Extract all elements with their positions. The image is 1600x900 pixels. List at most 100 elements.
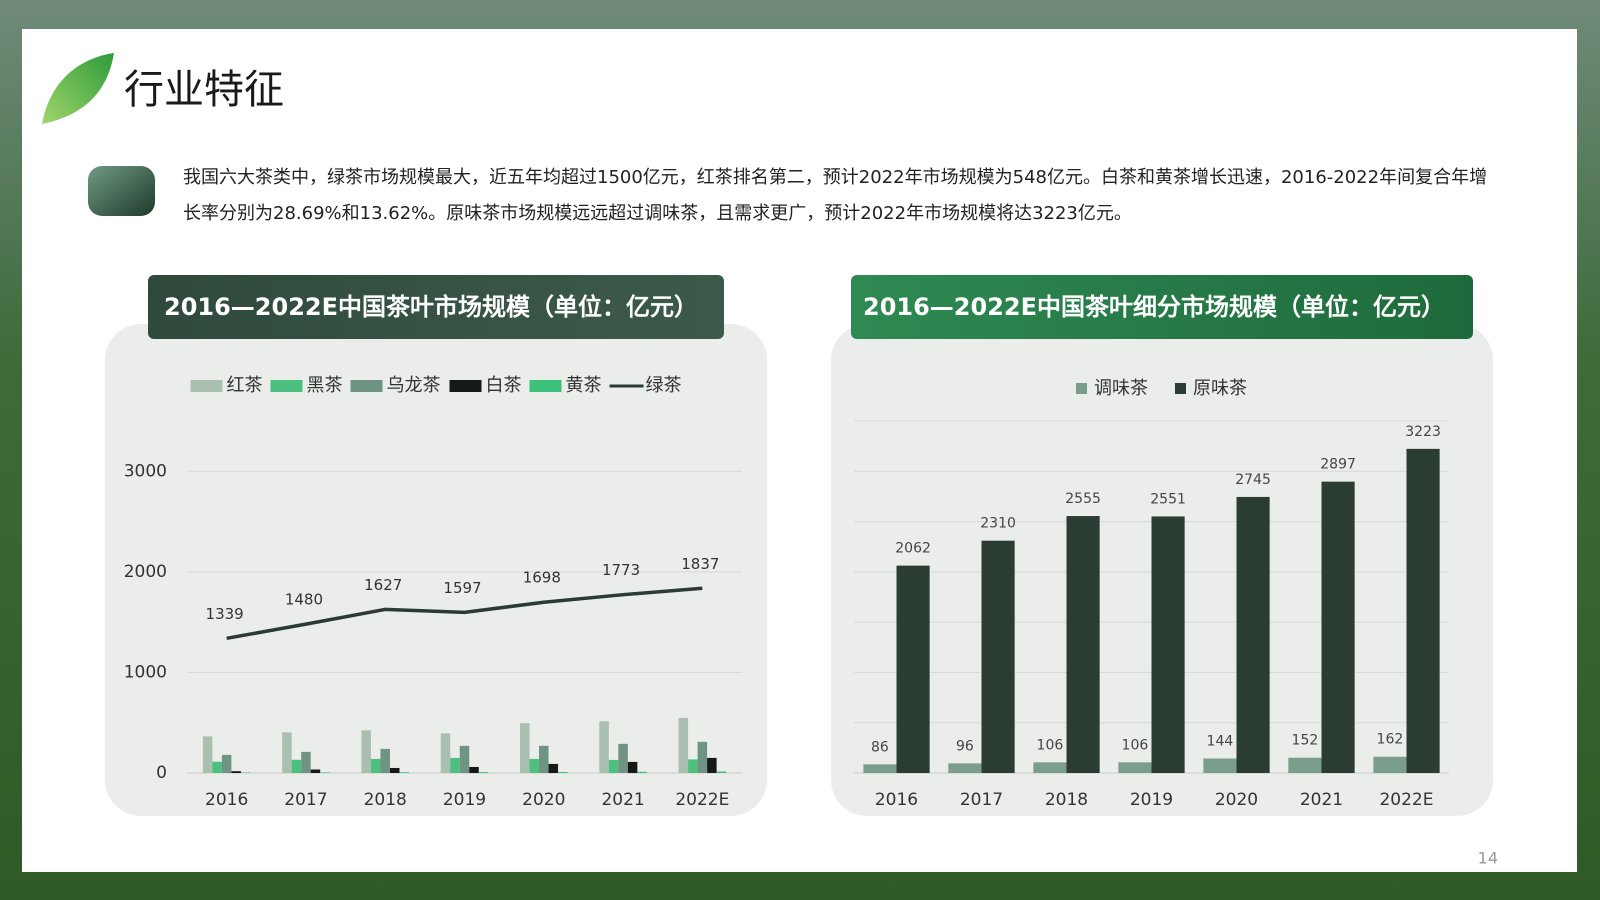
- x-tick-label: 2020: [522, 790, 565, 810]
- data-label: 152: [1292, 733, 1319, 749]
- leaf-icon: [42, 53, 114, 124]
- data-label: 1597: [443, 579, 481, 597]
- y-tick-label: 0: [156, 763, 167, 783]
- bar: [558, 771, 568, 773]
- bar: [1118, 762, 1152, 773]
- data-label: 1837: [681, 555, 719, 573]
- bar: [1033, 762, 1067, 773]
- data-label: 86: [871, 739, 889, 755]
- bar: [301, 751, 311, 773]
- legend-swatch: [529, 380, 562, 392]
- bar: [399, 772, 409, 773]
- x-tick-label: 2020: [1215, 790, 1258, 810]
- bar: [370, 758, 381, 773]
- bar: [618, 743, 628, 773]
- bar: [981, 540, 1015, 773]
- bar: [688, 759, 698, 773]
- data-label: 2310: [980, 516, 1016, 532]
- data-label: 106: [1122, 737, 1149, 753]
- legend-label: 绿茶: [646, 375, 682, 396]
- data-label: 2745: [1235, 472, 1271, 488]
- x-tick-label: 2019: [1130, 790, 1173, 810]
- x-tick-label: 2021: [601, 790, 644, 810]
- bar: [539, 745, 549, 773]
- bar: [948, 763, 982, 773]
- y-tick-label: 3000: [124, 461, 167, 481]
- data-label: 2555: [1065, 491, 1101, 507]
- data-label: 2551: [1150, 491, 1186, 507]
- bar: [389, 767, 400, 773]
- bar: [478, 772, 489, 773]
- data-label: 1773: [602, 561, 640, 579]
- bar: [608, 759, 619, 773]
- data-label: 1627: [364, 576, 402, 594]
- page-number: 14: [1478, 849, 1498, 868]
- bar: [529, 758, 540, 773]
- bar: [1288, 757, 1322, 773]
- legend-label: 乌龙茶: [387, 375, 441, 396]
- data-label: 144: [1207, 734, 1234, 750]
- bar: [1203, 758, 1237, 773]
- chart-title: 2016—2022E中国茶叶细分市场规模（单位：亿元）: [863, 293, 1445, 321]
- legend-label: 调味茶: [1094, 378, 1148, 399]
- x-tick-label: 2021: [1300, 790, 1343, 810]
- bar: [450, 757, 460, 773]
- x-tick-label: 2017: [284, 790, 327, 810]
- y-tick-label: 2000: [124, 562, 167, 582]
- legend-swatch: [270, 380, 303, 392]
- description: 我国六大茶类中，绿茶市场规模最大，近五年均超过1500亿元，红茶排名第二，预计2…: [183, 167, 1488, 224]
- bar: [320, 772, 330, 773]
- legend-swatch: [350, 380, 383, 392]
- line: [226, 586, 703, 641]
- bar: [863, 764, 897, 773]
- data-label: 162: [1377, 732, 1404, 748]
- data-label: 96: [956, 738, 974, 754]
- bar: [1406, 448, 1440, 773]
- x-tick-label: 2016: [875, 790, 918, 810]
- bar: [231, 771, 241, 773]
- bar: [361, 730, 371, 773]
- bullet-icon: [88, 166, 155, 216]
- bar: [202, 736, 213, 773]
- bar: [520, 723, 530, 773]
- legend-label: 原味茶: [1193, 378, 1247, 399]
- bar: [1236, 496, 1270, 773]
- x-tick-label: 2022E: [1379, 790, 1433, 810]
- chart-panel: [105, 324, 767, 816]
- bar: [440, 733, 451, 773]
- bar: [1151, 516, 1185, 773]
- data-label: 2062: [895, 541, 931, 557]
- bar: [282, 732, 292, 773]
- bar: [212, 761, 222, 773]
- legend-label: 黄茶: [566, 375, 602, 396]
- x-tick-label: 2019: [443, 790, 486, 810]
- bar: [637, 771, 647, 773]
- bar: [459, 745, 470, 773]
- bar: [697, 741, 708, 773]
- bar: [716, 771, 727, 773]
- data-label: 1480: [285, 591, 323, 609]
- chart-title-banner: [851, 275, 1473, 339]
- slide-title: 行业特征: [124, 67, 284, 113]
- bar: [291, 759, 302, 773]
- bar: [240, 772, 251, 773]
- bar: [469, 766, 479, 773]
- bar: [599, 721, 609, 773]
- bar: [1066, 516, 1100, 773]
- legend-label: 黑茶: [307, 375, 343, 396]
- bar: [310, 769, 321, 773]
- bar: [896, 565, 930, 773]
- x-tick-label: 2018: [364, 790, 407, 810]
- data-label: 3223: [1405, 424, 1441, 440]
- x-tick-label: 2016: [205, 790, 248, 810]
- legend-label: 白茶: [486, 375, 522, 396]
- bar: [221, 754, 232, 773]
- bar: [1321, 481, 1355, 773]
- data-label: 1339: [206, 605, 244, 623]
- legend-label: 红茶: [227, 375, 263, 396]
- bar: [380, 748, 390, 773]
- bar: [1373, 756, 1407, 773]
- x-tick-label: 2022E: [675, 790, 729, 810]
- chart-title-banner: [148, 275, 724, 339]
